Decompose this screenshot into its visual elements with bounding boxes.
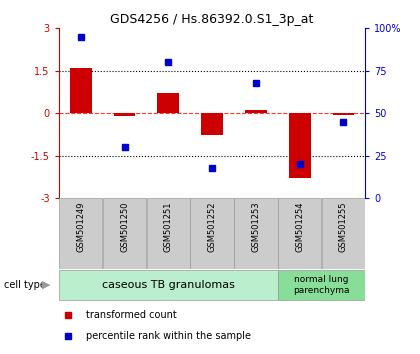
Bar <box>158 93 179 113</box>
Text: cell type: cell type <box>4 280 46 290</box>
Bar <box>322 198 365 269</box>
Bar <box>59 270 278 300</box>
Text: GSM501254: GSM501254 <box>295 202 304 252</box>
Bar <box>201 113 223 135</box>
Text: GSM501252: GSM501252 <box>207 202 217 252</box>
Bar <box>278 270 365 300</box>
Bar <box>234 198 278 269</box>
Bar <box>59 198 102 269</box>
Text: GSM501251: GSM501251 <box>164 202 173 252</box>
Title: GDS4256 / Hs.86392.0.S1_3p_at: GDS4256 / Hs.86392.0.S1_3p_at <box>110 13 314 26</box>
Text: GSM501249: GSM501249 <box>76 202 85 252</box>
Bar <box>278 198 321 269</box>
Bar <box>103 198 146 269</box>
Bar <box>289 113 311 178</box>
Bar <box>113 113 135 116</box>
Text: caseous TB granulomas: caseous TB granulomas <box>102 280 235 290</box>
Bar <box>147 198 190 269</box>
Text: GSM501253: GSM501253 <box>252 202 260 252</box>
Bar <box>190 198 234 269</box>
Text: GSM501255: GSM501255 <box>339 202 348 252</box>
Text: transformed count: transformed count <box>87 310 177 320</box>
Bar <box>70 68 92 113</box>
Text: percentile rank within the sample: percentile rank within the sample <box>87 331 252 341</box>
Text: GSM501250: GSM501250 <box>120 202 129 252</box>
Bar <box>245 110 267 113</box>
Bar <box>333 113 354 115</box>
Text: ▶: ▶ <box>42 280 50 290</box>
Text: normal lung
parenchyma: normal lung parenchyma <box>293 275 350 295</box>
